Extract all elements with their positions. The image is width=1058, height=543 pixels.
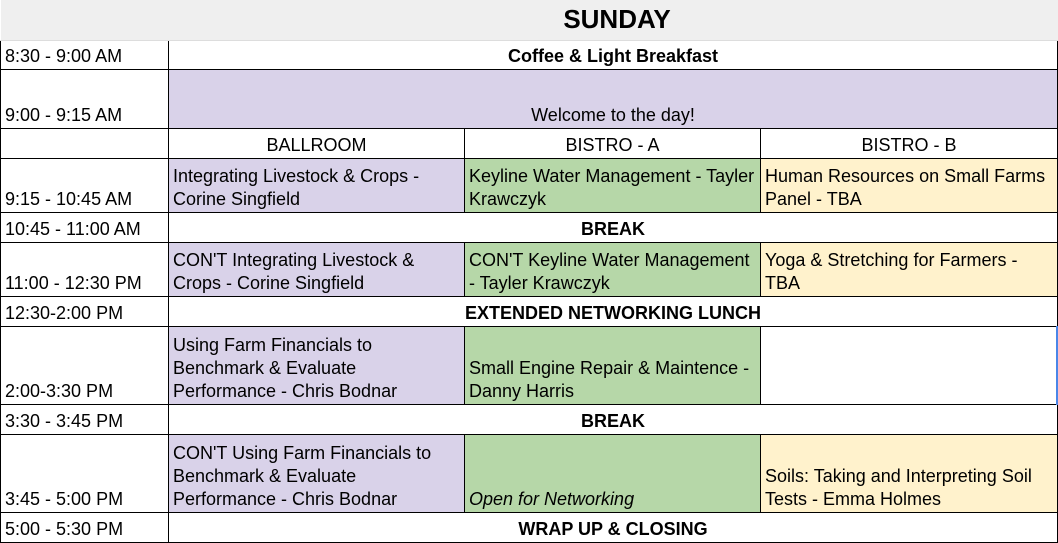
session-cell[interactable]: CON'T Keyline Water Management - Tayler …: [464, 241, 761, 297]
time-cell[interactable]: 9:00 - 9:15 AM: [0, 68, 169, 129]
break-cell[interactable]: BREAK: [167, 211, 1058, 243]
session-cell[interactable]: Small Engine Repair & Maintence - Danny …: [464, 325, 761, 405]
room-header-bistro-b[interactable]: BISTRO - B: [759, 127, 1058, 159]
session-cell[interactable]: CON'T Integrating Livestock & Crops - Co…: [168, 241, 465, 297]
time-cell[interactable]: 5:00 - 5:30 PM: [0, 511, 169, 543]
welcome-cell[interactable]: Welcome to the day!: [167, 68, 1058, 129]
room-header-ballroom[interactable]: BALLROOM: [168, 127, 465, 159]
time-cell[interactable]: 3:30 - 3:45 PM: [0, 403, 169, 435]
closing-cell[interactable]: WRAP UP & CLOSING: [167, 511, 1058, 543]
empty-cell[interactable]: [0, 127, 169, 159]
room-header-bistro-a[interactable]: BISTRO - A: [464, 127, 761, 159]
time-cell[interactable]: 8:30 - 9:00 AM: [0, 39, 169, 70]
session-cell[interactable]: Human Resources on Small Farms Panel - T…: [759, 157, 1058, 213]
session-cell[interactable]: CON'T Using Farm Financials to Benchmark…: [168, 433, 465, 513]
session-cell[interactable]: Integrating Livestock & Crops - Corine S…: [168, 157, 465, 213]
break-cell[interactable]: BREAK: [167, 403, 1058, 435]
breakfast-cell[interactable]: Coffee & Light Breakfast: [167, 39, 1058, 70]
session-cell[interactable]: Open for Networking: [464, 433, 761, 513]
time-cell[interactable]: 3:45 - 5:00 PM: [0, 433, 169, 513]
session-cell[interactable]: Using Farm Financials to Benchmark & Eva…: [168, 325, 465, 405]
time-cell[interactable]: 10:45 - 11:00 AM: [0, 211, 169, 243]
time-cell[interactable]: 12:30-2:00 PM: [0, 295, 169, 327]
lunch-cell[interactable]: EXTENDED NETWORKING LUNCH: [167, 295, 1058, 327]
time-cell[interactable]: 9:15 - 10:45 AM: [0, 157, 169, 213]
session-cell[interactable]: Yoga & Stretching for Farmers - TBA: [759, 241, 1058, 297]
selected-empty-cell[interactable]: [759, 325, 1058, 405]
time-cell[interactable]: 2:00-3:30 PM: [0, 325, 169, 405]
session-cell[interactable]: Keyline Water Management - Tayler Krawcz…: [464, 157, 761, 213]
day-title[interactable]: SUNDAY: [0, 0, 1058, 41]
time-cell[interactable]: 11:00 - 12:30 PM: [0, 241, 169, 297]
session-cell[interactable]: Soils: Taking and Interpreting Soil Test…: [759, 433, 1058, 513]
